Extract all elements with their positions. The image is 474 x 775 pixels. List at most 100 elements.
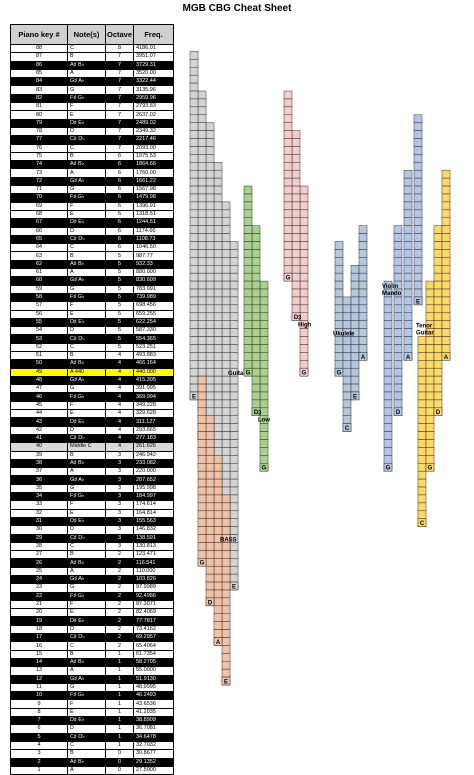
fret-cell <box>251 375 261 385</box>
fret-cell <box>189 51 199 60</box>
fret-cell <box>291 201 301 211</box>
fret-cell <box>393 344 403 353</box>
fret-cell <box>291 233 301 242</box>
fret-cell <box>334 336 344 345</box>
octave-cell: 0 <box>105 765 134 775</box>
fret-cell <box>205 344 215 353</box>
fret-cell <box>205 478 215 488</box>
open-string-note: E <box>232 584 236 590</box>
fret-cell <box>259 320 269 329</box>
fret-cell <box>417 486 427 496</box>
fret-cell <box>221 470 231 480</box>
fret-cell <box>358 304 368 314</box>
instrument-label: Mando <box>382 291 402 297</box>
fret-cell <box>299 257 309 266</box>
fret-cell <box>221 241 231 250</box>
fret-cell <box>425 304 435 314</box>
fret-cell <box>283 162 293 171</box>
fret-cell <box>205 336 215 345</box>
fret-cell <box>189 280 199 290</box>
fret-cell <box>433 383 443 393</box>
instrument-label: 3 <box>258 411 262 417</box>
fret-cell <box>205 233 215 242</box>
fret-cell <box>213 367 223 377</box>
fret-cell <box>243 225 253 234</box>
fret-cell <box>197 114 207 123</box>
fret-cell <box>205 146 215 155</box>
fret-cell <box>441 209 451 218</box>
fret-cell <box>433 304 443 314</box>
fret-cell <box>213 296 223 306</box>
fret-cell <box>221 463 231 472</box>
table-row: 87 B 7 3951.07 <box>10 52 174 62</box>
fret-cell <box>299 265 309 274</box>
fret-cell <box>383 304 393 314</box>
fret-cell <box>441 185 451 195</box>
fret-cell <box>425 288 435 298</box>
fret-cell <box>441 225 451 234</box>
open-string-note: G <box>386 466 391 472</box>
open-string-cell <box>251 407 261 416</box>
fret-cell <box>299 336 309 345</box>
fret-cell <box>342 352 352 361</box>
fret-cell <box>259 439 269 448</box>
fret-cell <box>425 336 435 345</box>
fret-cell <box>433 280 443 290</box>
open-string-note: E <box>192 394 196 400</box>
fret-cell <box>417 352 427 361</box>
table-row: 5 C♯ D♭ 1 34.6478 <box>10 732 174 742</box>
fret-cell <box>291 225 301 234</box>
fret-cell <box>197 177 207 187</box>
fret-cell <box>425 360 435 369</box>
octave-cell: 1 <box>105 740 134 751</box>
fret-cell <box>205 209 215 218</box>
fret-cell <box>283 154 293 163</box>
fret-cell <box>213 177 223 187</box>
fret-cell <box>358 265 368 274</box>
fret-cell <box>358 288 368 298</box>
fret-cell <box>189 59 199 68</box>
fret-cell <box>189 304 199 314</box>
fret-cell <box>283 249 293 258</box>
fret-cell <box>251 336 261 345</box>
fret-cell <box>334 304 344 314</box>
fret-cell <box>299 193 309 203</box>
fret-cell <box>221 510 231 519</box>
fret-cell <box>197 526 207 535</box>
fret-cell <box>413 288 423 298</box>
fret-cell <box>251 249 261 258</box>
fret-cell <box>251 296 261 306</box>
open-string-cell <box>417 518 427 527</box>
fret-cell <box>251 383 261 393</box>
fret-cell <box>403 209 413 218</box>
fret-cell <box>342 367 352 377</box>
fret-cell <box>283 225 293 234</box>
fret-cell <box>441 328 451 337</box>
fret-cell <box>221 423 231 432</box>
fret-cell <box>342 336 352 345</box>
fret-cell <box>299 344 309 353</box>
fret-cell <box>393 257 403 266</box>
fret-cell <box>425 423 435 432</box>
fret-cell <box>205 581 215 591</box>
fret-cell <box>358 272 368 282</box>
fret-cell <box>259 423 269 432</box>
fret-cell <box>383 320 393 329</box>
fret-cell <box>221 597 231 607</box>
fret-cell <box>283 185 293 195</box>
fret-cell <box>189 146 199 155</box>
fret-cell <box>433 296 443 306</box>
fret-cell <box>213 336 223 345</box>
fret-cell <box>425 367 435 377</box>
fret-cell <box>213 257 223 266</box>
fret-cell <box>393 328 403 337</box>
fret-cell <box>229 558 239 567</box>
fret-cell <box>291 241 301 250</box>
fret-cell <box>229 383 239 393</box>
fret-cell <box>259 304 269 314</box>
fret-cell <box>243 360 253 369</box>
fret-cell <box>221 637 231 646</box>
fret-cell <box>197 502 207 512</box>
fret-cell <box>197 280 207 290</box>
fret-cell <box>205 328 215 337</box>
